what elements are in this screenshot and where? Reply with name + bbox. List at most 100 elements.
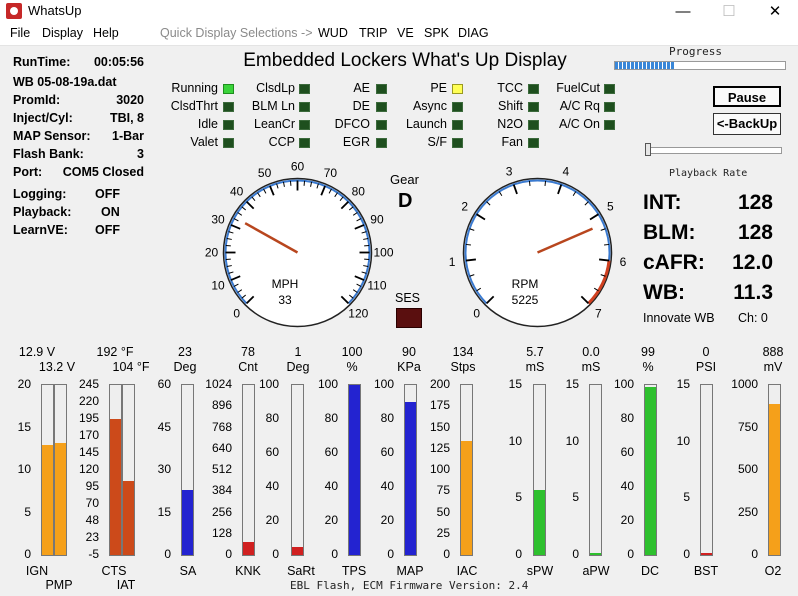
indicator-led-idle	[223, 120, 234, 130]
playback-rate-slider[interactable]	[646, 147, 782, 154]
indicator-label-n2o: N2O	[497, 117, 523, 131]
indicator-label-clsdlp: ClsdLp	[256, 81, 295, 95]
gauge-tick	[269, 185, 275, 196]
menu-wud[interactable]: WUD	[318, 26, 348, 40]
gauge-tick	[356, 218, 362, 222]
menu-help[interactable]: Help	[93, 26, 119, 40]
mph-value: 33	[278, 293, 292, 307]
menu-display[interactable]: Display	[42, 26, 83, 40]
scale-tick-knk: 768	[211, 419, 232, 434]
indicator-label-a-c-rq: A/C Rq	[559, 99, 600, 113]
menu-file[interactable]: File	[10, 26, 31, 40]
menu-ve[interactable]: VE	[397, 26, 414, 40]
gauge-tick	[310, 181, 313, 187]
gauge-tick	[241, 294, 247, 299]
scale-tick-iac: 150	[429, 419, 450, 434]
bar-o2	[768, 384, 781, 556]
scale-tick-iac: 125	[429, 440, 450, 455]
maximize-button[interactable]: ☐	[722, 3, 736, 20]
minimize-button[interactable]: —	[675, 3, 691, 20]
gauge-tick	[352, 289, 358, 293]
indicator-led-fan	[528, 138, 539, 148]
menu-spk[interactable]: SPK	[424, 26, 450, 40]
scale-tick-iac: 75	[436, 483, 450, 498]
scale-tick-volts: 0	[24, 547, 31, 561]
indicator-label-pe: PE	[430, 81, 447, 95]
scale-tick-tps: 40	[324, 479, 338, 493]
gauge-tick-label: 30	[211, 213, 225, 227]
bar-fill-sart	[292, 546, 303, 555]
bar-value-sart: 1	[294, 345, 302, 359]
scale-tick-temp: 145	[78, 445, 99, 459]
gauge-tick	[328, 188, 332, 194]
menu-quick-display: Quick Display Selections ->	[160, 26, 313, 40]
gauge-tick	[339, 196, 344, 202]
scale-tick-tps: 20	[324, 513, 338, 527]
scale-tick-tps: 100	[258, 377, 279, 391]
gauge-tick-label: 7	[595, 306, 602, 320]
gauge-tick	[352, 212, 358, 216]
gauge-tick-label: 80	[352, 185, 366, 199]
indicator-label-s-f: S/F	[427, 135, 447, 149]
bar-value-knk: 78	[241, 345, 255, 359]
bar-value-iac: 134	[452, 345, 474, 359]
gauge-tick	[572, 191, 577, 197]
bar-bst	[700, 384, 713, 556]
close-button[interactable]: ✕	[768, 3, 782, 20]
scale-tick-knk: 0	[225, 547, 232, 561]
playback-rate-thumb[interactable]	[645, 143, 651, 156]
bar-label-bst: BST	[693, 564, 719, 578]
scale-tick-map: 0	[387, 547, 394, 561]
indicator-led-clsdlp	[299, 84, 310, 94]
bar-unit-knk: Cnt	[238, 360, 258, 374]
indicator-led-running	[223, 84, 234, 94]
gauge-tick	[245, 295, 255, 305]
gauge-tick-label: 60	[291, 160, 305, 174]
gauge-tick	[282, 181, 285, 187]
bar-sart	[291, 384, 304, 556]
indicator-label-leancr: LeanCr	[254, 117, 295, 131]
gauge-tick	[228, 231, 234, 234]
bar-fill-sa	[182, 489, 193, 555]
gauge-tick	[276, 183, 279, 189]
rpm-label: RPM	[511, 277, 539, 291]
gauge-tick	[348, 294, 354, 299]
indicator-label-idle: Idle	[197, 117, 218, 131]
rpm-gauge: 0 1 2 3 4 5 6 7	[449, 164, 627, 328]
gauge-tick	[356, 283, 362, 287]
scale-tick-dc: 100	[613, 377, 634, 391]
indicator-led-leancr	[299, 120, 310, 130]
gauge-tick	[233, 283, 239, 287]
gauge-tick	[600, 274, 606, 277]
menu-diag[interactable]: DIAG	[458, 26, 489, 40]
scale-tick-iac: 0	[443, 547, 450, 561]
scale-tick-bst: 0	[683, 547, 690, 561]
scale-tick-temp: 220	[78, 394, 99, 408]
pause-button[interactable]: Pause	[713, 86, 781, 107]
indicator-led-ae	[376, 84, 387, 94]
bar-fill-knk	[243, 542, 254, 555]
indicator-label-ccp: CCP	[268, 135, 295, 149]
scale-tick-o2: 500	[737, 462, 758, 476]
scale-tick-temp: 245	[78, 377, 99, 391]
scale-tick-sa: 15	[157, 504, 171, 519]
gauge-needle	[244, 222, 299, 254]
indicator-label-fan: Fan	[501, 135, 523, 149]
indicator-label-tcc: TCC	[497, 81, 523, 95]
bar-label-tps: TPS	[341, 564, 367, 578]
scale-tick-volts: 10	[17, 462, 31, 476]
gauge-tick-label: 4	[563, 164, 570, 178]
scale-tick-temp: 48	[85, 513, 99, 527]
scale-tick-pw: 0	[515, 547, 522, 561]
scale-tick-temp: 120	[78, 462, 99, 476]
scale-tick-temp: -5	[88, 547, 99, 561]
gear-label: Gear	[390, 172, 419, 187]
gauge-tick-label: 2	[461, 200, 468, 214]
menu-trip[interactable]: TRIP	[359, 26, 388, 40]
backup-button[interactable]: <-BackUp	[713, 113, 781, 135]
gauge-tick	[498, 191, 503, 197]
scale-tick-temp: 70	[85, 496, 99, 510]
scale-tick-knk: 384	[211, 483, 232, 498]
scale-tick-pw: 5	[572, 490, 579, 505]
progress-label: Progress	[669, 45, 722, 58]
